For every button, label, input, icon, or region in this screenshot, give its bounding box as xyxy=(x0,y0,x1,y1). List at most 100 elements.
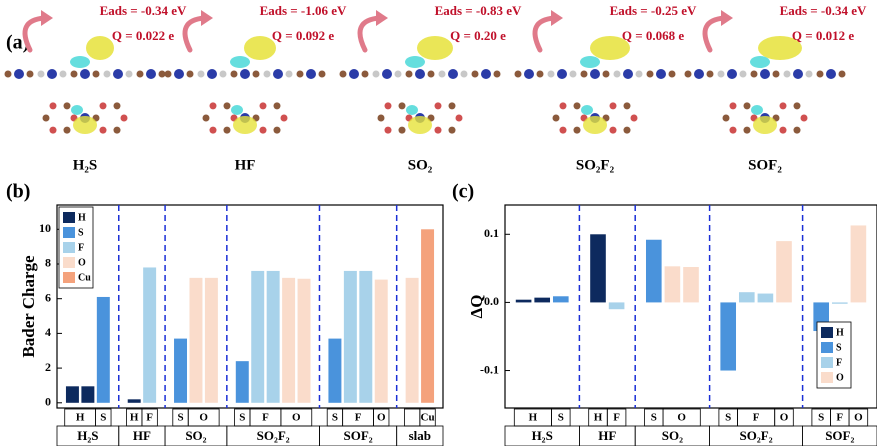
bar xyxy=(344,271,357,403)
atom xyxy=(274,127,281,134)
atom xyxy=(730,102,737,109)
atom xyxy=(780,127,787,134)
atom xyxy=(817,71,824,78)
molecule-name: SO₂F₂ xyxy=(576,157,615,173)
atom xyxy=(780,102,787,109)
atom xyxy=(435,127,442,134)
legend-label: F xyxy=(78,242,84,253)
charge-density xyxy=(230,56,250,68)
bar xyxy=(251,271,264,403)
atom xyxy=(614,71,621,78)
atom-label: S xyxy=(177,412,183,424)
atom xyxy=(203,115,210,122)
atom xyxy=(694,69,704,79)
bar xyxy=(267,271,280,403)
atom xyxy=(623,69,633,79)
atom xyxy=(435,102,442,109)
atom xyxy=(274,102,281,109)
atom xyxy=(378,115,385,122)
atom xyxy=(71,71,78,78)
molecule-name: SOF₂ xyxy=(748,157,782,173)
atom xyxy=(5,71,12,78)
charge-transfer: Q = 0.20 e xyxy=(450,28,506,43)
molecule-name: H₂S xyxy=(73,157,98,173)
atom-label: F xyxy=(146,412,153,424)
y-tick-label: 0 xyxy=(45,395,51,409)
charge-density xyxy=(70,56,90,68)
atom xyxy=(43,115,50,122)
atom-label: F xyxy=(613,412,620,424)
group-label: SO₂ xyxy=(185,428,206,443)
atom xyxy=(385,127,392,134)
atom xyxy=(260,127,267,134)
atom xyxy=(306,69,316,79)
atom xyxy=(114,127,121,134)
atom-label: S xyxy=(100,412,106,424)
bar xyxy=(553,296,569,302)
atom xyxy=(624,102,631,109)
atom xyxy=(806,71,813,78)
atom xyxy=(707,71,714,78)
charge-density xyxy=(233,116,257,134)
atom xyxy=(340,71,347,78)
atom xyxy=(64,102,71,109)
bar xyxy=(205,278,218,403)
adsorption-energy: Eads = -0.34 eV xyxy=(100,3,187,18)
legend-label: H xyxy=(78,212,86,223)
y-tick-label: 0.1 xyxy=(484,226,499,240)
figure: (a) Eads = -0.34 eVQ = 0.022 eH₂SEads = … xyxy=(0,0,877,446)
atom xyxy=(93,71,100,78)
atom xyxy=(210,102,217,109)
atom xyxy=(494,71,501,78)
molecule-name: SO₂ xyxy=(408,157,433,173)
atom-label: H xyxy=(130,412,139,424)
bar xyxy=(665,266,681,302)
group-label: SO₂F₂ xyxy=(740,428,773,443)
group-label: SO₂ xyxy=(662,428,683,443)
background xyxy=(0,0,877,446)
bar xyxy=(516,300,532,303)
atom xyxy=(560,127,567,134)
bar xyxy=(66,386,79,402)
atom-label: O xyxy=(199,412,208,424)
group-label: H₂S xyxy=(532,428,553,443)
bar xyxy=(236,361,249,403)
charge-density xyxy=(86,36,114,60)
panel-label: (b) xyxy=(6,181,30,203)
panel-label: (c) xyxy=(452,181,474,203)
atom xyxy=(231,71,238,78)
atom-label: H xyxy=(594,412,603,424)
atom-label: F xyxy=(355,412,362,424)
atom xyxy=(286,71,293,78)
atom xyxy=(610,127,617,134)
atom-label: O xyxy=(377,412,386,424)
bar xyxy=(298,279,311,403)
atom xyxy=(210,127,217,134)
charge-density xyxy=(750,56,770,68)
atom xyxy=(104,71,111,78)
atom xyxy=(826,69,836,79)
atom xyxy=(224,127,231,134)
bar xyxy=(97,297,110,403)
atom xyxy=(113,69,123,79)
atom xyxy=(428,71,435,78)
y-tick-label: 0.0 xyxy=(484,294,499,308)
atom xyxy=(669,71,676,78)
atom xyxy=(50,102,57,109)
atom xyxy=(570,71,577,78)
atom xyxy=(100,127,107,134)
atom xyxy=(590,69,600,79)
atom xyxy=(260,102,267,109)
atom xyxy=(744,127,751,134)
bar xyxy=(143,267,156,402)
atom xyxy=(137,71,144,78)
atom xyxy=(174,69,184,79)
legend-swatch xyxy=(821,372,833,383)
atom xyxy=(64,127,71,134)
charge-density xyxy=(73,116,97,134)
atom xyxy=(207,69,217,79)
atom xyxy=(395,71,402,78)
atom-label: H xyxy=(76,412,85,424)
charge-density xyxy=(417,36,453,60)
group-label: SOF₂ xyxy=(825,428,854,443)
